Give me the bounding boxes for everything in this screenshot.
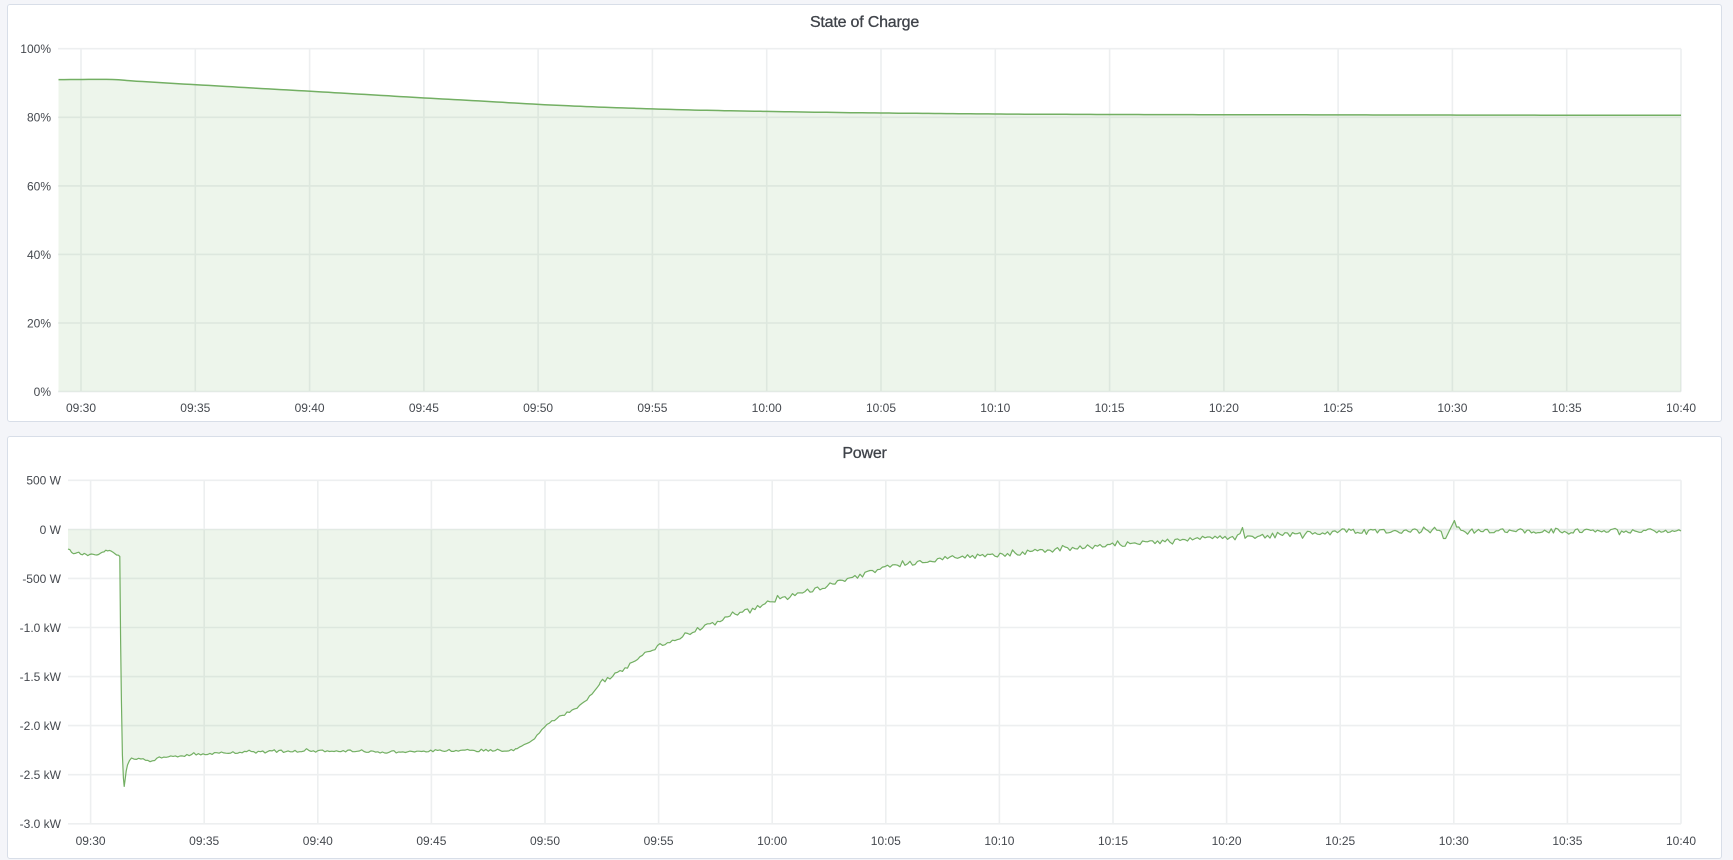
svg-text:10:30: 10:30 <box>1437 401 1467 415</box>
svg-text:500 W: 500 W <box>26 474 61 488</box>
svg-text:10:10: 10:10 <box>980 401 1010 415</box>
svg-text:-2.5 kW: -2.5 kW <box>20 768 62 782</box>
svg-text:-1.5 kW: -1.5 kW <box>20 670 62 684</box>
svg-text:09:50: 09:50 <box>523 401 553 415</box>
svg-text:10:20: 10:20 <box>1209 401 1239 415</box>
svg-text:10:15: 10:15 <box>1095 401 1125 415</box>
svg-text:10:15: 10:15 <box>1098 834 1128 848</box>
svg-text:10:20: 10:20 <box>1212 834 1242 848</box>
svg-text:-500 W: -500 W <box>22 572 61 586</box>
svg-text:10:00: 10:00 <box>752 401 782 415</box>
svg-text:10:30: 10:30 <box>1439 834 1469 848</box>
svg-text:100%: 100% <box>20 42 51 56</box>
svg-text:10:25: 10:25 <box>1323 401 1353 415</box>
svg-text:09:35: 09:35 <box>180 401 210 415</box>
svg-text:-3.0 kW: -3.0 kW <box>20 817 62 831</box>
svg-text:09:55: 09:55 <box>637 401 667 415</box>
svg-text:09:45: 09:45 <box>416 834 446 848</box>
svg-text:09:35: 09:35 <box>189 834 219 848</box>
svg-text:10:35: 10:35 <box>1552 834 1582 848</box>
svg-text:10:40: 10:40 <box>1666 401 1696 415</box>
svg-text:10:05: 10:05 <box>871 834 901 848</box>
svg-text:0%: 0% <box>34 385 52 399</box>
svg-text:09:30: 09:30 <box>76 834 106 848</box>
svg-text:40%: 40% <box>27 248 51 262</box>
svg-text:80%: 80% <box>27 111 51 125</box>
svg-text:09:55: 09:55 <box>644 834 674 848</box>
svg-text:-1.0 kW: -1.0 kW <box>20 621 62 635</box>
svg-text:10:05: 10:05 <box>866 401 896 415</box>
svg-text:09:45: 09:45 <box>409 401 439 415</box>
svg-text:10:10: 10:10 <box>984 834 1014 848</box>
svg-text:0 W: 0 W <box>40 523 62 537</box>
svg-text:-2.0 kW: -2.0 kW <box>20 719 62 733</box>
svg-text:10:40: 10:40 <box>1666 834 1696 848</box>
svg-text:20%: 20% <box>27 316 51 330</box>
svg-text:10:35: 10:35 <box>1552 401 1582 415</box>
svg-text:09:50: 09:50 <box>530 834 560 848</box>
svg-text:09:40: 09:40 <box>295 401 325 415</box>
svg-text:09:30: 09:30 <box>66 401 96 415</box>
svg-text:60%: 60% <box>27 179 51 193</box>
svg-text:10:25: 10:25 <box>1325 834 1355 848</box>
svg-text:09:40: 09:40 <box>303 834 333 848</box>
svg-text:10:00: 10:00 <box>757 834 787 848</box>
